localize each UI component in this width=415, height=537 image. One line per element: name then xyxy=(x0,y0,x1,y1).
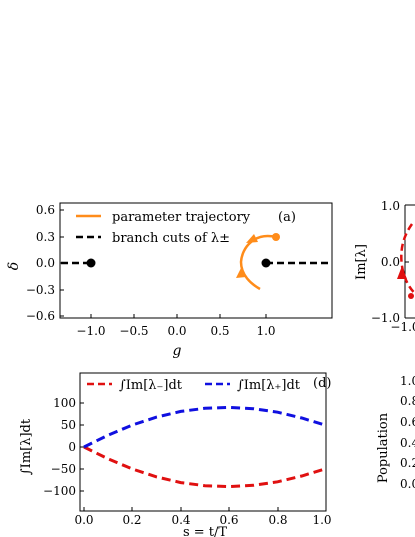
panel-a-frame xyxy=(59,202,333,319)
panel-d-series xyxy=(83,405,327,489)
panel-e-ylabel: Population xyxy=(376,412,391,483)
panel-a-label: (a) xyxy=(278,210,296,225)
x-tick-label: 0.8 xyxy=(268,513,287,527)
legend-label-im-lambda-plus: ∫Im[λ₊]dt xyxy=(237,378,301,393)
panel-d-x-ticks: 0.0 0.2 0.4 0.6 0.8 1.0 xyxy=(74,507,332,527)
panel-d-xlabel: s = t/T xyxy=(183,525,227,537)
x-tick-label: 0.6 xyxy=(219,513,238,527)
x-tick-label: 0.5 xyxy=(210,324,229,338)
panel-b-arrow xyxy=(397,266,407,279)
y-tick-label: 0.2 xyxy=(400,456,415,470)
x-tick-label: 1.0 xyxy=(312,513,331,527)
legend-label-parameter-trajectory: parameter trajectory xyxy=(112,210,251,225)
trajectory-start-point xyxy=(272,233,280,241)
y-tick-label: 0.0 xyxy=(400,477,415,491)
panel-a-ylabel: δ xyxy=(6,262,22,270)
y-tick-label: 0.0 xyxy=(381,255,400,269)
x-tick-label: −1.0 xyxy=(76,324,105,338)
y-tick-label: 0 xyxy=(68,440,76,454)
y-tick-label: 1.0 xyxy=(381,199,400,213)
legend-label-branch-cuts: branch cuts of λ± xyxy=(112,231,230,246)
y-tick-label: 0.4 xyxy=(400,436,415,450)
series-im-lambda-minus-line xyxy=(83,445,327,489)
y-tick-label: 100 xyxy=(53,396,76,410)
parameter-trajectory-line xyxy=(239,234,277,291)
panel-d-frame xyxy=(79,372,327,512)
panel-d: (d) ∫Im[λ₋]dt ∫Im[λ₊]dt 100 50 0 −50 −10… xyxy=(19,372,332,537)
panel-b-end-point xyxy=(408,293,414,299)
branch-point-left xyxy=(86,258,96,268)
y-tick-label: 50 xyxy=(61,418,76,432)
legend-label-im-lambda-minus: ∫Im[λ₋]dt xyxy=(119,378,183,393)
y-tick-label: 0.0 xyxy=(36,256,55,270)
y-tick-label: 0.8 xyxy=(400,394,415,408)
y-tick-label: −0.3 xyxy=(26,283,55,297)
x-tick-label: 0.0 xyxy=(167,324,186,338)
y-tick-label: −0.6 xyxy=(26,309,55,323)
x-tick-label: 0.2 xyxy=(122,513,141,527)
panel-d-label: (d) xyxy=(313,376,331,391)
branch-point-right xyxy=(261,258,271,268)
x-tick-label: 1.0 xyxy=(256,324,275,338)
y-tick-label: −1.0 xyxy=(371,311,400,325)
y-tick-label: −50 xyxy=(51,462,76,476)
y-tick-label: 0.6 xyxy=(36,203,55,217)
y-tick-label: 0.6 xyxy=(400,415,415,429)
panel-b-ylabel: Im[λ] xyxy=(354,244,369,280)
x-tick-label: 0.4 xyxy=(171,513,190,527)
trajectory-arrow-1 xyxy=(246,234,258,243)
y-tick-label: 0.3 xyxy=(36,230,55,244)
y-tick-label: −100 xyxy=(43,484,76,498)
x-tick-label: 0.0 xyxy=(74,513,93,527)
panel-d-ylabel: ∫Im[λ]dt xyxy=(19,418,34,475)
panel-a: (a) parameter trajectory branch cuts of … xyxy=(6,202,333,359)
trajectory-arrow-2 xyxy=(236,268,246,278)
panel-a-x-ticks: −1.0 −0.5 0.0 0.5 1.0 xyxy=(76,314,276,338)
panel-d-y-ticks: 100 50 0 −50 −100 xyxy=(43,396,84,498)
panel-b: 1.0 0.0 −1.0 −1.0 Im[λ] xyxy=(354,199,415,334)
x-tick-label: −0.5 xyxy=(119,324,148,338)
x-tick-label: −1.0 xyxy=(390,320,415,334)
y-tick-label: 1.0 xyxy=(400,374,415,388)
series-im-lambda-plus-line xyxy=(83,405,327,449)
panel-b-red-dashed-curve xyxy=(400,223,415,296)
panel-e: Population 1.0 0.8 0.6 0.4 0.2 0.0 xyxy=(376,374,415,491)
panel-a-y-ticks: 0.6 0.3 0.0 −0.3 −0.6 xyxy=(26,203,64,323)
panel-a-xlabel: g xyxy=(173,343,182,359)
